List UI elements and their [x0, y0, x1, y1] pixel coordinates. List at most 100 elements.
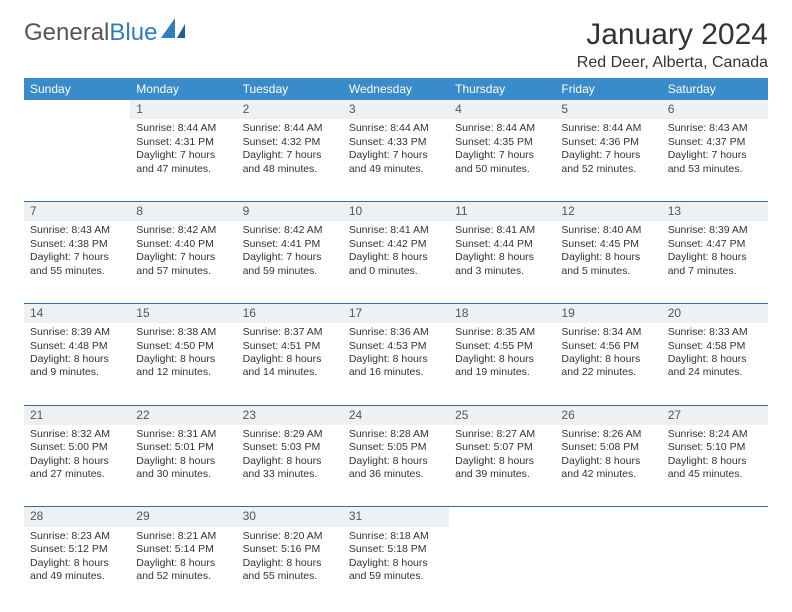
brand-logo: GeneralBlue: [24, 18, 187, 47]
daynum-row: 21222324252627: [24, 405, 768, 425]
day-cell: Sunrise: 8:34 AMSunset: 4:56 PMDaylight:…: [555, 323, 661, 405]
week-row: Sunrise: 8:43 AMSunset: 4:38 PMDaylight:…: [24, 221, 768, 303]
weekday-header: Monday: [130, 78, 236, 100]
day-line: Sunset: 4:38 PM: [30, 238, 124, 251]
day-line: Daylight: 7 hours: [243, 149, 337, 162]
day-line: and 9 minutes.: [30, 366, 124, 379]
day-cell: [662, 527, 768, 609]
day-cell: Sunrise: 8:23 AMSunset: 5:12 PMDaylight:…: [24, 527, 130, 609]
day-number: 1: [130, 100, 236, 119]
day-cell: [24, 119, 130, 201]
day-line: Daylight: 7 hours: [136, 149, 230, 162]
day-line: and 57 minutes.: [136, 265, 230, 278]
day-line: and 7 minutes.: [668, 265, 762, 278]
day-line: and 48 minutes.: [243, 163, 337, 176]
day-line: Sunrise: 8:41 AM: [349, 224, 443, 237]
day-line: and 5 minutes.: [561, 265, 655, 278]
week-row: Sunrise: 8:39 AMSunset: 4:48 PMDaylight:…: [24, 323, 768, 405]
day-line: Sunset: 4:45 PM: [561, 238, 655, 251]
day-number: [662, 507, 768, 527]
day-cell: Sunrise: 8:44 AMSunset: 4:32 PMDaylight:…: [237, 119, 343, 201]
day-line: Sunrise: 8:39 AM: [668, 224, 762, 237]
day-line: Daylight: 7 hours: [455, 149, 549, 162]
day-cell: Sunrise: 8:41 AMSunset: 4:42 PMDaylight:…: [343, 221, 449, 303]
day-number: 13: [662, 201, 768, 221]
day-line: and 49 minutes.: [30, 570, 124, 583]
day-line: Sunrise: 8:20 AM: [243, 530, 337, 543]
day-line: Sunrise: 8:29 AM: [243, 428, 337, 441]
day-line: and 24 minutes.: [668, 366, 762, 379]
day-line: Sunset: 4:37 PM: [668, 136, 762, 149]
week-row: Sunrise: 8:32 AMSunset: 5:00 PMDaylight:…: [24, 425, 768, 507]
day-line: Daylight: 8 hours: [243, 455, 337, 468]
day-line: Sunrise: 8:26 AM: [561, 428, 655, 441]
day-line: Sunset: 5:08 PM: [561, 441, 655, 454]
day-line: Sunset: 4:40 PM: [136, 238, 230, 251]
day-cell: Sunrise: 8:31 AMSunset: 5:01 PMDaylight:…: [130, 425, 236, 507]
day-line: Sunset: 5:10 PM: [668, 441, 762, 454]
day-cell: [555, 527, 661, 609]
day-number: 28: [24, 507, 130, 527]
day-line: Sunrise: 8:32 AM: [30, 428, 124, 441]
day-line: Sunset: 5:05 PM: [349, 441, 443, 454]
day-line: Daylight: 8 hours: [668, 251, 762, 264]
day-cell: Sunrise: 8:40 AMSunset: 4:45 PMDaylight:…: [555, 221, 661, 303]
day-number: 24: [343, 405, 449, 425]
day-cell: Sunrise: 8:43 AMSunset: 4:37 PMDaylight:…: [662, 119, 768, 201]
day-line: Daylight: 8 hours: [136, 353, 230, 366]
week-row: Sunrise: 8:44 AMSunset: 4:31 PMDaylight:…: [24, 119, 768, 201]
day-cell: Sunrise: 8:36 AMSunset: 4:53 PMDaylight:…: [343, 323, 449, 405]
day-line: Daylight: 8 hours: [349, 455, 443, 468]
day-line: Sunrise: 8:36 AM: [349, 326, 443, 339]
day-line: Daylight: 8 hours: [561, 353, 655, 366]
day-line: Sunset: 4:36 PM: [561, 136, 655, 149]
day-number: 14: [24, 303, 130, 323]
daynum-row: 78910111213: [24, 201, 768, 221]
day-number: 10: [343, 201, 449, 221]
day-cell: Sunrise: 8:32 AMSunset: 5:00 PMDaylight:…: [24, 425, 130, 507]
day-line: Sunrise: 8:27 AM: [455, 428, 549, 441]
day-number: 31: [343, 507, 449, 527]
day-line: Daylight: 8 hours: [561, 251, 655, 264]
weekday-header: Thursday: [449, 78, 555, 100]
day-line: Daylight: 7 hours: [349, 149, 443, 162]
day-line: Sunrise: 8:39 AM: [30, 326, 124, 339]
day-cell: [449, 527, 555, 609]
day-cell: Sunrise: 8:39 AMSunset: 4:48 PMDaylight:…: [24, 323, 130, 405]
day-number: [555, 507, 661, 527]
brand-part1: General: [24, 19, 109, 47]
day-line: Sunrise: 8:38 AM: [136, 326, 230, 339]
day-line: and 55 minutes.: [243, 570, 337, 583]
day-cell: Sunrise: 8:26 AMSunset: 5:08 PMDaylight:…: [555, 425, 661, 507]
day-line: Daylight: 8 hours: [349, 557, 443, 570]
day-line: Daylight: 7 hours: [136, 251, 230, 264]
day-line: Sunset: 5:14 PM: [136, 543, 230, 556]
day-line: and 52 minutes.: [561, 163, 655, 176]
day-line: Daylight: 7 hours: [561, 149, 655, 162]
day-line: Daylight: 7 hours: [243, 251, 337, 264]
day-line: and 47 minutes.: [136, 163, 230, 176]
day-number: 11: [449, 201, 555, 221]
day-cell: Sunrise: 8:44 AMSunset: 4:35 PMDaylight:…: [449, 119, 555, 201]
day-number: 30: [237, 507, 343, 527]
day-line: and 12 minutes.: [136, 366, 230, 379]
day-cell: Sunrise: 8:42 AMSunset: 4:41 PMDaylight:…: [237, 221, 343, 303]
day-cell: Sunrise: 8:41 AMSunset: 4:44 PMDaylight:…: [449, 221, 555, 303]
day-line: Daylight: 8 hours: [349, 251, 443, 264]
day-line: Daylight: 7 hours: [668, 149, 762, 162]
day-line: Sunset: 4:31 PM: [136, 136, 230, 149]
day-line: Sunset: 5:16 PM: [243, 543, 337, 556]
header: GeneralBlue January 2024 Red Deer, Alber…: [24, 18, 768, 72]
day-line: Daylight: 8 hours: [349, 353, 443, 366]
day-number: 3: [343, 100, 449, 119]
day-number: 25: [449, 405, 555, 425]
day-line: and 42 minutes.: [561, 468, 655, 481]
day-cell: Sunrise: 8:28 AMSunset: 5:05 PMDaylight:…: [343, 425, 449, 507]
day-line: and 50 minutes.: [455, 163, 549, 176]
day-cell: Sunrise: 8:20 AMSunset: 5:16 PMDaylight:…: [237, 527, 343, 609]
day-line: Sunset: 4:53 PM: [349, 340, 443, 353]
sail-icon: [161, 18, 187, 47]
day-line: Sunrise: 8:40 AM: [561, 224, 655, 237]
day-line: Sunrise: 8:37 AM: [243, 326, 337, 339]
day-number: [449, 507, 555, 527]
